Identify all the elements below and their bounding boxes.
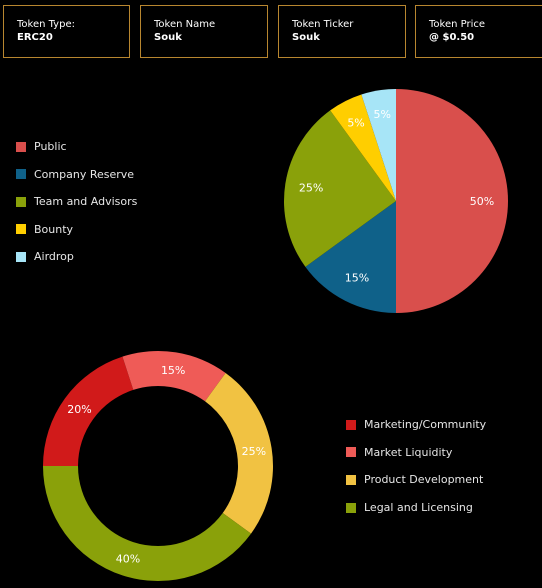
- pie-slice: [330, 94, 396, 201]
- donut-legend-item: Market Liquidity: [346, 446, 452, 459]
- donut-legend-label: Marketing/Community: [364, 418, 487, 431]
- pie-value-label: 25%: [299, 182, 323, 195]
- pie-legend-item: Team and Advisors: [16, 195, 137, 208]
- pie-legend-label: Airdrop: [34, 250, 74, 263]
- donut-slice: [122, 351, 226, 402]
- pie-legend-swatch: [16, 196, 26, 207]
- pie-value-label: 5%: [374, 108, 391, 121]
- token-name-label: Token Name: [154, 19, 216, 30]
- donut-slice: [205, 372, 273, 534]
- token-type-label: Token Type:: [17, 19, 75, 30]
- pie-slice: [396, 89, 508, 313]
- donut-value-label: 20%: [67, 403, 91, 416]
- pie-legend-label: Public: [34, 140, 67, 153]
- pie-legend-swatch: [16, 251, 26, 262]
- pie-legend-label: Bounty: [34, 222, 74, 236]
- donut-legend-label: Product Development: [364, 473, 484, 487]
- donut-value-label: 40%: [116, 552, 140, 565]
- donut-slice: [43, 356, 134, 466]
- donut-legend-label: Market Liquidity: [364, 445, 453, 459]
- token-type-value: ERC20: [17, 32, 53, 43]
- token-type-card: Token Type: ERC20: [3, 5, 130, 58]
- pie-slice: [284, 110, 396, 267]
- donut-value-label: 25%: [242, 445, 266, 458]
- pie-value-label: 15%: [345, 272, 369, 285]
- pie-slice: [305, 201, 396, 313]
- donut-legend-swatch: [346, 474, 356, 485]
- donut-legend-item: Legal and Licensing: [346, 501, 473, 514]
- pie-legend-label: Team and Advisors: [34, 195, 138, 208]
- token-ticker-label: Token Ticker: [292, 19, 354, 30]
- pie-legend-label: Company Reserve: [34, 167, 135, 181]
- token-price-card: Token Price @ $0.50: [415, 5, 542, 58]
- token-name-value: Souk: [154, 32, 182, 43]
- donut-legend-swatch: [346, 502, 356, 513]
- token-price-value: @ $0.50: [429, 32, 475, 43]
- donut-value-label: 15%: [161, 364, 185, 377]
- donut-legend-item: Product Development: [346, 473, 483, 486]
- pie-value-label: 50%: [470, 195, 494, 208]
- pie-legend-item: Bounty: [16, 223, 73, 236]
- token-price-label: Token Price: [429, 19, 486, 30]
- donut-legend-label: Legal and Licensing: [364, 501, 473, 515]
- pie-legend-item: Public: [16, 140, 67, 153]
- token-name-card: Token Name Souk: [140, 5, 268, 58]
- pie-slice: [361, 89, 396, 201]
- pie-legend-swatch: [16, 141, 26, 152]
- pie-value-label: 5%: [347, 117, 364, 130]
- donut-legend-item: Marketing/Community: [346, 418, 486, 431]
- donut-legend-swatch: [346, 447, 356, 458]
- donut-legend-swatch: [346, 419, 356, 430]
- token-ticker-value: Souk: [292, 32, 320, 43]
- pie-legend-swatch: [16, 224, 26, 234]
- pie-legend-swatch: [16, 169, 26, 179]
- token-ticker-card: Token Ticker Souk: [278, 5, 406, 58]
- donut-slice: [43, 466, 252, 581]
- pie-legend-item: Company Reserve: [16, 168, 134, 181]
- pie-legend-item: Airdrop: [16, 250, 74, 263]
